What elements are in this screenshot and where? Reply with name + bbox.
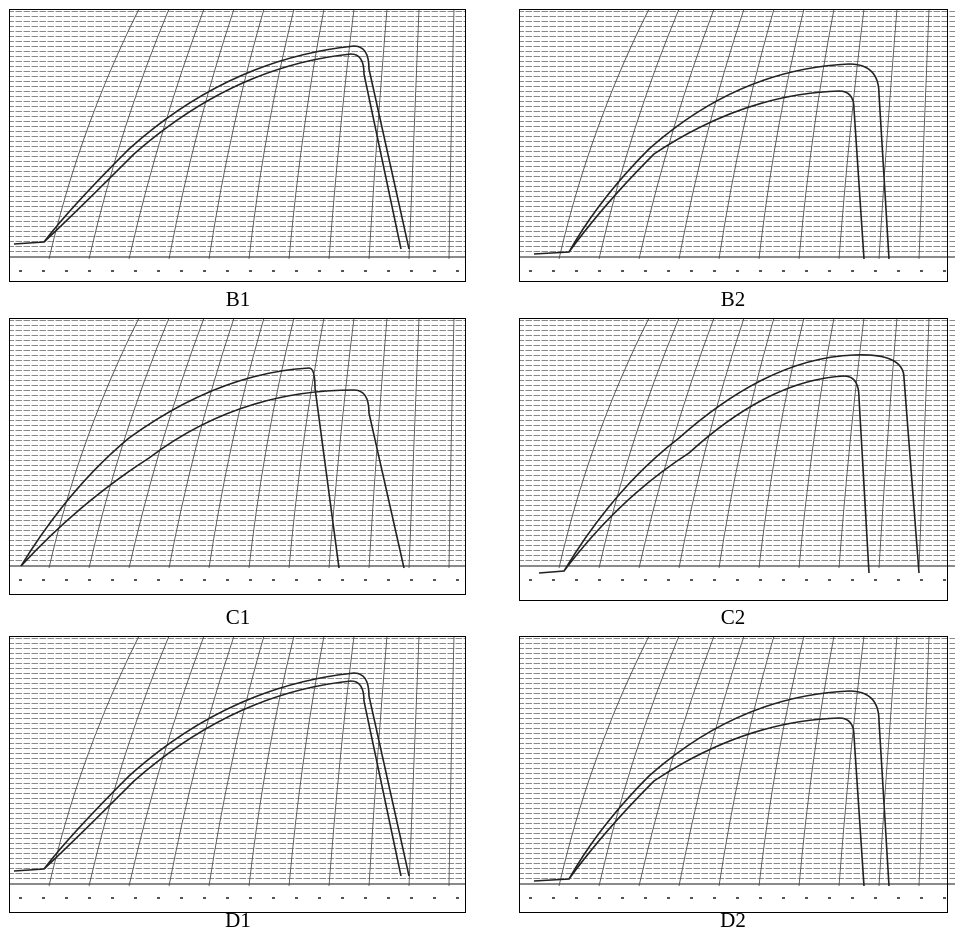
panel-d1	[9, 636, 466, 913]
caption: C1	[226, 605, 251, 629]
panel-b1	[9, 9, 466, 282]
panel-c1	[9, 318, 466, 595]
caption: D2	[720, 908, 746, 932]
panel-d2	[519, 636, 955, 913]
panel-b2	[519, 9, 955, 282]
caption: C2	[721, 605, 746, 629]
panel-c2	[519, 318, 955, 601]
caption: B1	[226, 287, 251, 311]
caption: D1	[225, 908, 251, 932]
caption: B2	[721, 287, 746, 311]
